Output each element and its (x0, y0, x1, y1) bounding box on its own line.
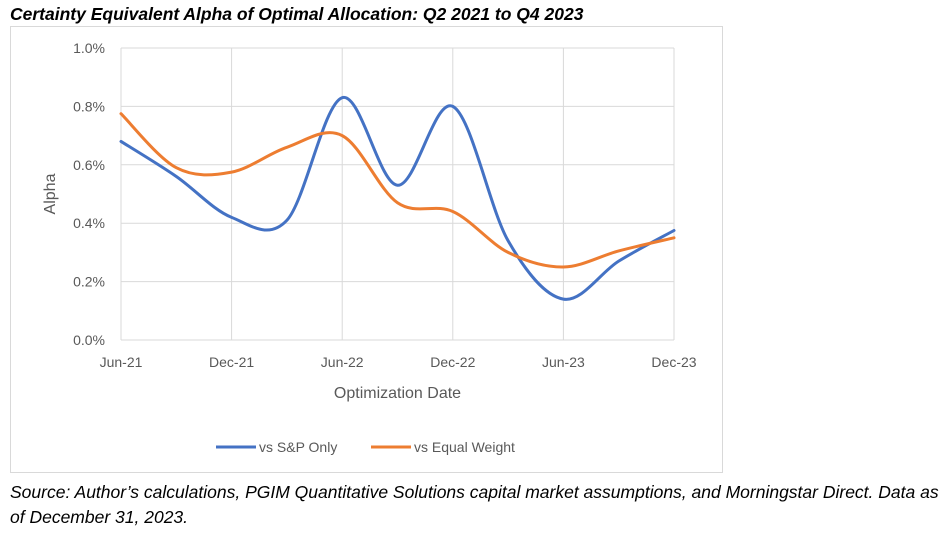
line-chart: 0.0% 0.2% 0.4% 0.6% 0.8% 1.0% Jun-21 Dec-21 Jun-… (42, 40, 697, 455)
chart-area: 0.0% 0.2% 0.4% 0.6% 0.8% 1.0% Jun-21 Dec-21 Jun-… (10, 26, 723, 473)
x-axis-title: Optimization Date (334, 385, 461, 402)
x-tick-label: Dec-22 (430, 354, 475, 370)
y-axis-title: Alpha (42, 173, 59, 214)
y-tick-label: 0.4% (73, 215, 105, 231)
x-tick-label: Jun-22 (321, 354, 364, 370)
x-tick-label: Dec-23 (651, 354, 696, 370)
y-tick-label: 0.2% (73, 274, 105, 290)
series-line-0 (119, 96, 676, 301)
legend-label-0: vs S&P Only (259, 439, 337, 455)
x-tick-label: Dec-21 (209, 354, 254, 370)
chart-title: Certainty Equivalent Alpha of Optimal Al… (10, 4, 584, 24)
y-tick-label: 0.0% (73, 332, 105, 348)
legend-label-1: vs Equal Weight (414, 439, 515, 455)
source-note: Source: Author’s calculations, PGIM Quan… (10, 482, 939, 527)
y-tick-label: 0.8% (73, 98, 105, 114)
x-tick-label: Jun-21 (100, 354, 143, 370)
y-tick-label: 0.6% (73, 157, 105, 173)
x-tick-label: Jun-23 (542, 354, 585, 370)
series-line-1 (119, 112, 676, 269)
y-tick-label: 1.0% (73, 40, 105, 56)
